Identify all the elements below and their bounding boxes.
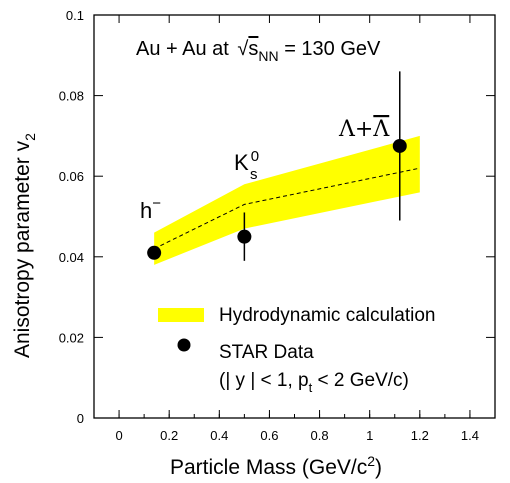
label-lambda: Λ+Λ <box>338 117 390 142</box>
legend-band-swatch <box>158 308 204 322</box>
data-point <box>392 138 407 153</box>
x-tick-label: 1 <box>366 428 373 443</box>
star-data-points <box>147 71 407 261</box>
y-tick-label: 0.04 <box>59 250 84 265</box>
y-tick-label: 0 <box>77 411 84 426</box>
y-tick-label: 0.06 <box>59 169 84 184</box>
x-tick-label: 0.4 <box>210 428 228 443</box>
legend-point-marker <box>177 338 191 352</box>
data-point <box>147 245 162 260</box>
x-tick-label: 1.4 <box>461 428 479 443</box>
y-tick-label: 0.02 <box>59 330 84 345</box>
legend-band-label: Hydrodynamic calculation <box>219 305 436 326</box>
x-tick-label: 0 <box>115 428 122 443</box>
x-tick-label: 1.2 <box>411 428 429 443</box>
label-h-minus: h− <box>140 195 161 223</box>
y-axis-ticks: 0 0.02 0.04 0.06 0.08 0.1 <box>59 8 495 426</box>
data-point <box>237 229 252 244</box>
plot-title: Au + Au at √sNN = 130 GeV <box>136 38 381 64</box>
hydro-calculation-band <box>154 135 420 265</box>
y-tick-label: 0.1 <box>66 8 84 23</box>
x-axis-title: Particle Mass (GeV/c2) <box>170 453 382 479</box>
legend-cut-note: (| y | < 1, pt < 2 GeV/c) <box>219 370 409 395</box>
legend-point-label: STAR Data <box>219 342 314 363</box>
x-tick-label: 0.8 <box>311 428 329 443</box>
x-tick-label: 0.2 <box>160 428 178 443</box>
y-axis-title: Anisotropy parameter v2 <box>11 133 38 358</box>
hydro-center-line <box>153 167 420 250</box>
x-tick-label: 0.6 <box>260 428 278 443</box>
x-axis-ticks: 0 0.2 0.4 0.6 0.8 1 1.2 1.4 <box>93 15 496 443</box>
y-tick-label: 0.08 <box>59 89 84 104</box>
